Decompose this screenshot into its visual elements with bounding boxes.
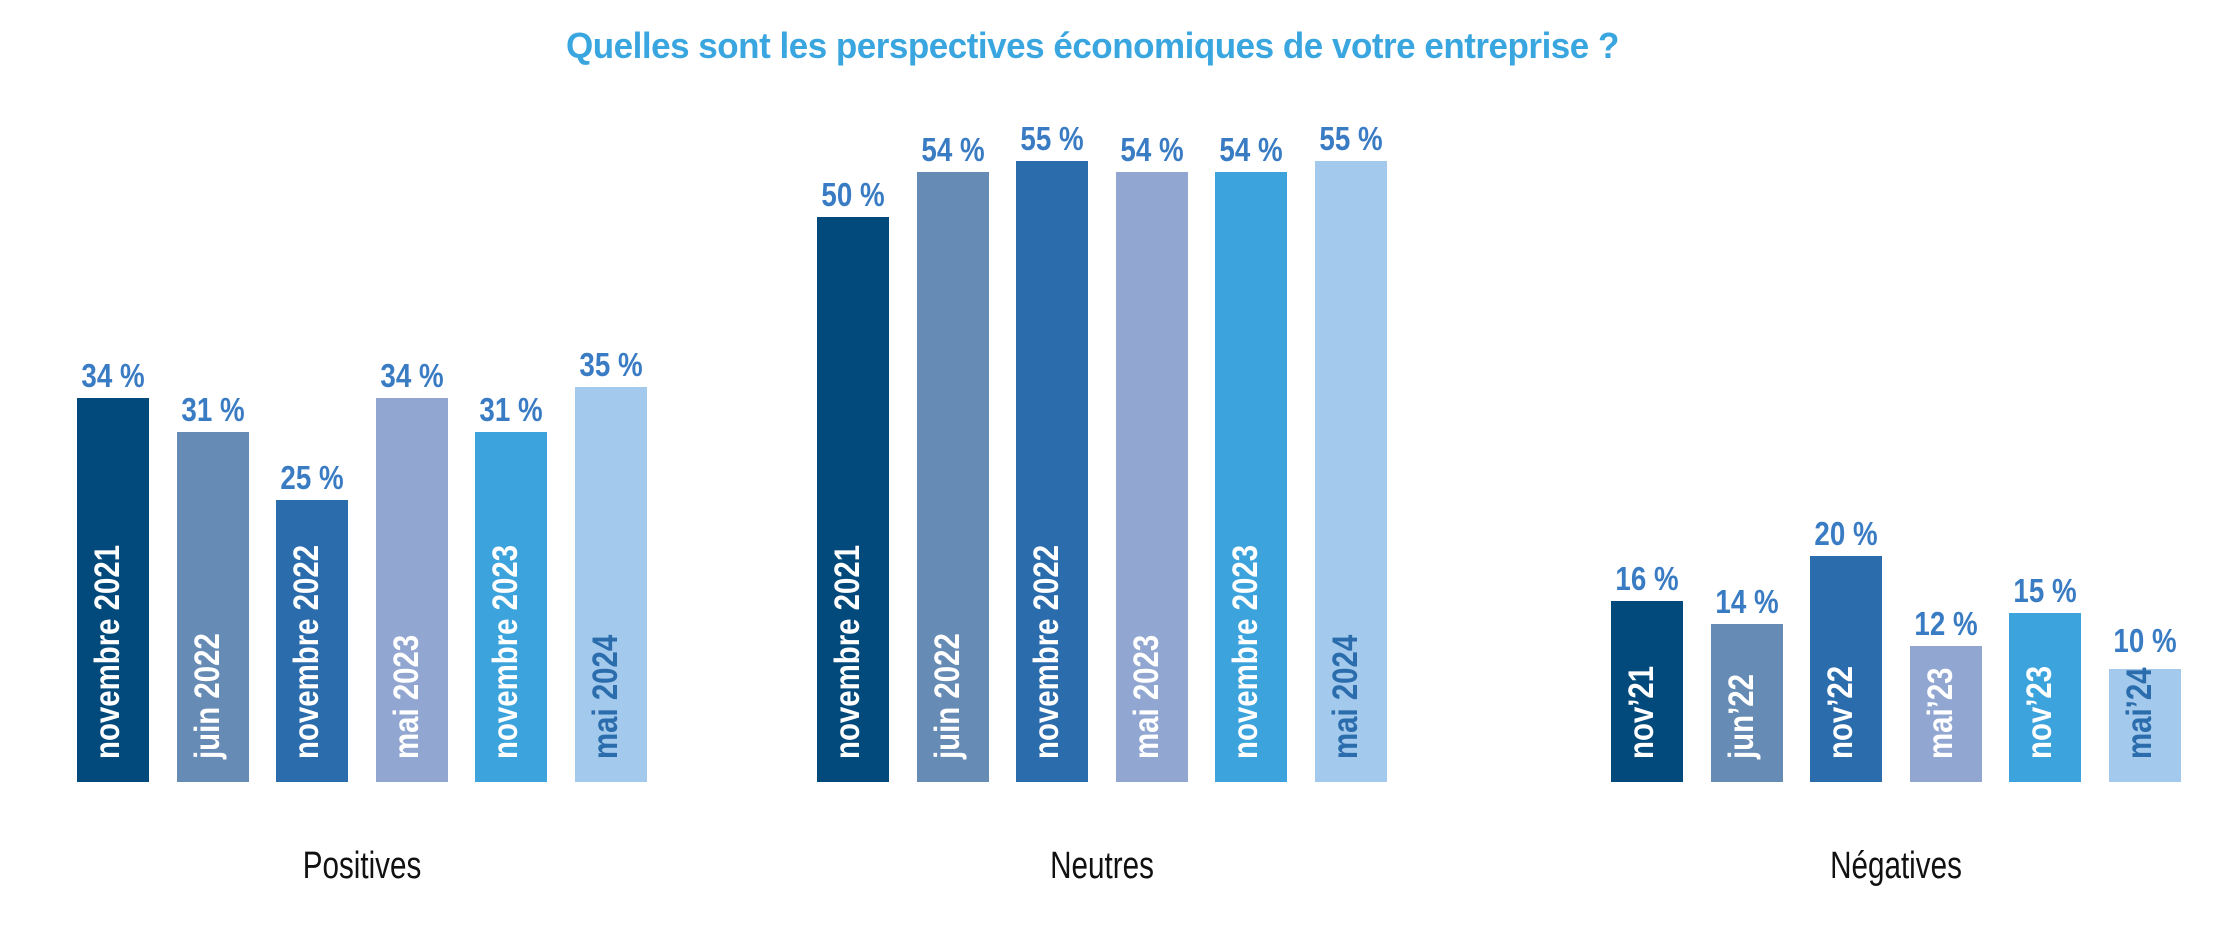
value-label: 10 % xyxy=(2113,622,2177,660)
category-label: novembre 2022 xyxy=(287,544,327,759)
value-label: 12 % xyxy=(1914,605,1978,643)
bar-neutres-3 xyxy=(1115,171,1188,782)
bar-positives-4 xyxy=(475,431,548,782)
bar-négatives-5 xyxy=(2109,669,2181,782)
value-label: 34 % xyxy=(380,356,444,394)
value-label: 31 % xyxy=(181,390,245,428)
value-label: 25 % xyxy=(280,458,344,496)
bar-positives-0 xyxy=(77,397,149,782)
bar-neutres-0 xyxy=(817,217,889,782)
value-label: 55 % xyxy=(1020,119,1084,157)
category-label: mai 2023 xyxy=(386,634,426,759)
category-label: mai 2023 xyxy=(1126,634,1166,759)
category-label: juin 2022 xyxy=(927,633,967,759)
group-label-neutres: Neutres xyxy=(1050,845,1154,887)
bar-négatives-3 xyxy=(1909,646,1982,782)
category-label: nov’22 xyxy=(1821,665,1861,759)
bar-positives-5 xyxy=(575,386,647,782)
bar-négatives-4 xyxy=(2009,612,2082,782)
value-label: 20 % xyxy=(1814,515,1878,552)
bar-négatives-1 xyxy=(1710,623,1783,782)
category-label: nov’23 xyxy=(2020,665,2060,759)
category-label: juin 2022 xyxy=(187,633,227,759)
value-label: 35 % xyxy=(579,345,643,383)
value-label: 54 % xyxy=(1219,130,1283,168)
category-label: nov’21 xyxy=(1622,665,1661,759)
value-label: 14 % xyxy=(1715,582,1779,620)
bar-neutres-5 xyxy=(1315,160,1387,782)
bar-négatives-0 xyxy=(1611,601,1683,782)
bar-négatives-2 xyxy=(1810,556,1883,782)
value-label: 50 % xyxy=(821,176,885,213)
value-label: 54 % xyxy=(921,130,985,168)
group-label-négatives: Négatives xyxy=(1830,845,1962,887)
category-label: novembre 2022 xyxy=(1027,544,1067,759)
bar-neutres-1 xyxy=(916,171,989,782)
category-label: novembre 2021 xyxy=(828,544,867,759)
category-label: mai’24 xyxy=(2120,667,2159,759)
category-label: mai’23 xyxy=(1920,667,1960,759)
category-label: novembre 2023 xyxy=(486,544,526,759)
category-label: mai 2024 xyxy=(586,634,625,759)
value-label: 55 % xyxy=(1319,119,1383,157)
bar-positives-2 xyxy=(276,499,349,782)
category-label: jun’22 xyxy=(1721,674,1761,759)
value-label: 16 % xyxy=(1615,560,1679,598)
bar-neutres-4 xyxy=(1215,171,1288,782)
value-label: 54 % xyxy=(1120,130,1184,168)
category-label: mai 2024 xyxy=(1326,634,1365,759)
value-label: 15 % xyxy=(2013,571,2077,609)
bar-neutres-2 xyxy=(1016,160,1089,782)
chart-title: Quelles sont les perspectives économique… xyxy=(566,25,1619,66)
bar-positives-1 xyxy=(176,431,249,782)
category-label: novembre 2023 xyxy=(1226,544,1266,759)
bar-positives-3 xyxy=(375,397,448,782)
category-label: novembre 2021 xyxy=(88,544,127,759)
value-label: 31 % xyxy=(479,390,543,428)
group-label-positives: Positives xyxy=(302,845,422,887)
value-label: 34 % xyxy=(81,356,145,394)
